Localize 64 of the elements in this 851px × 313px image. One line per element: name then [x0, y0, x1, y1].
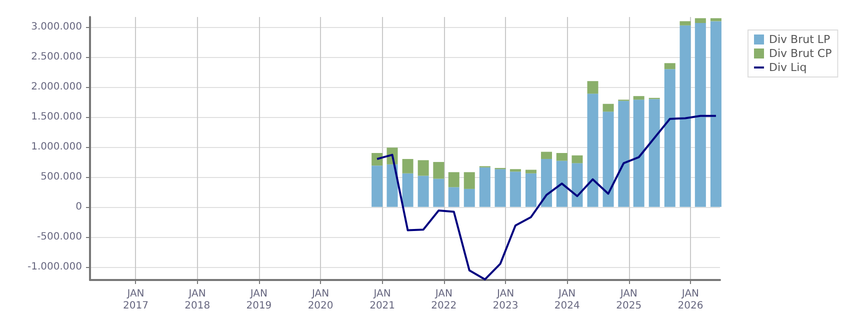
bar [680, 21, 691, 26]
bar [372, 166, 383, 207]
x-tick-label: JAN 2023 [492, 288, 518, 312]
bar [402, 173, 414, 207]
bar [633, 100, 644, 207]
legend-label: Div Liq [769, 61, 807, 74]
x-tick-label: JAN 2020 [308, 288, 334, 312]
bar [618, 100, 630, 207]
bar [633, 96, 644, 100]
bar [541, 158, 552, 207]
bar [525, 173, 536, 207]
y-tick-label: 3.000.000 [31, 22, 82, 33]
bar [525, 170, 536, 174]
bar [572, 163, 583, 207]
y-tick-label: 2.000.000 [31, 82, 82, 93]
bar [433, 162, 444, 179]
y-tick-label: 1.500.000 [31, 112, 82, 123]
bar [556, 152, 568, 161]
bar [418, 160, 429, 176]
bar [587, 81, 598, 94]
bar [464, 188, 475, 207]
bar [694, 22, 706, 207]
x-tick-label: JAN 2024 [554, 288, 580, 312]
bar [433, 178, 444, 207]
line-series [376, 114, 717, 280]
x-tick-label: JAN 2018 [184, 288, 210, 312]
x-tick-label: JAN 2025 [616, 288, 642, 312]
bar [710, 21, 722, 207]
y-tick-label: 1.000.000 [31, 142, 82, 152]
bar [494, 169, 506, 207]
bar [602, 112, 614, 207]
legend-label: Div Brut LP [769, 33, 831, 46]
bar [448, 187, 460, 207]
bar [418, 176, 429, 207]
y-tick-label: 0 [76, 201, 82, 212]
bar [648, 99, 660, 207]
bar [541, 152, 552, 159]
bar [448, 172, 460, 188]
y-tick-label: -1.000.000 [27, 261, 82, 272]
bar [402, 158, 414, 174]
bar [694, 18, 706, 23]
x-tick-label: JAN 2017 [123, 288, 148, 312]
x-tick-label: JAN 2019 [246, 288, 272, 312]
legend-label: Div Brut CP [769, 47, 832, 60]
bar [464, 172, 475, 189]
bar [587, 94, 598, 207]
bar [479, 167, 490, 207]
bar [510, 172, 521, 207]
x-tick-label: JAN 2022 [431, 288, 457, 312]
bar [664, 63, 676, 70]
bar [556, 160, 568, 207]
x-tick-label: JAN 2026 [678, 288, 704, 312]
x-tick-label: JAN 2021 [370, 288, 396, 312]
bar [510, 169, 521, 172]
bar [386, 164, 398, 207]
bar [664, 69, 676, 207]
bar [572, 155, 583, 164]
y-tick-label: 500.000 [40, 171, 82, 182]
y-tick-label: -500.000 [37, 231, 82, 242]
bar [710, 18, 722, 22]
bar [680, 25, 691, 207]
bar [602, 104, 614, 112]
y-tick-label: 2.500.000 [31, 52, 82, 63]
bar [372, 152, 383, 166]
